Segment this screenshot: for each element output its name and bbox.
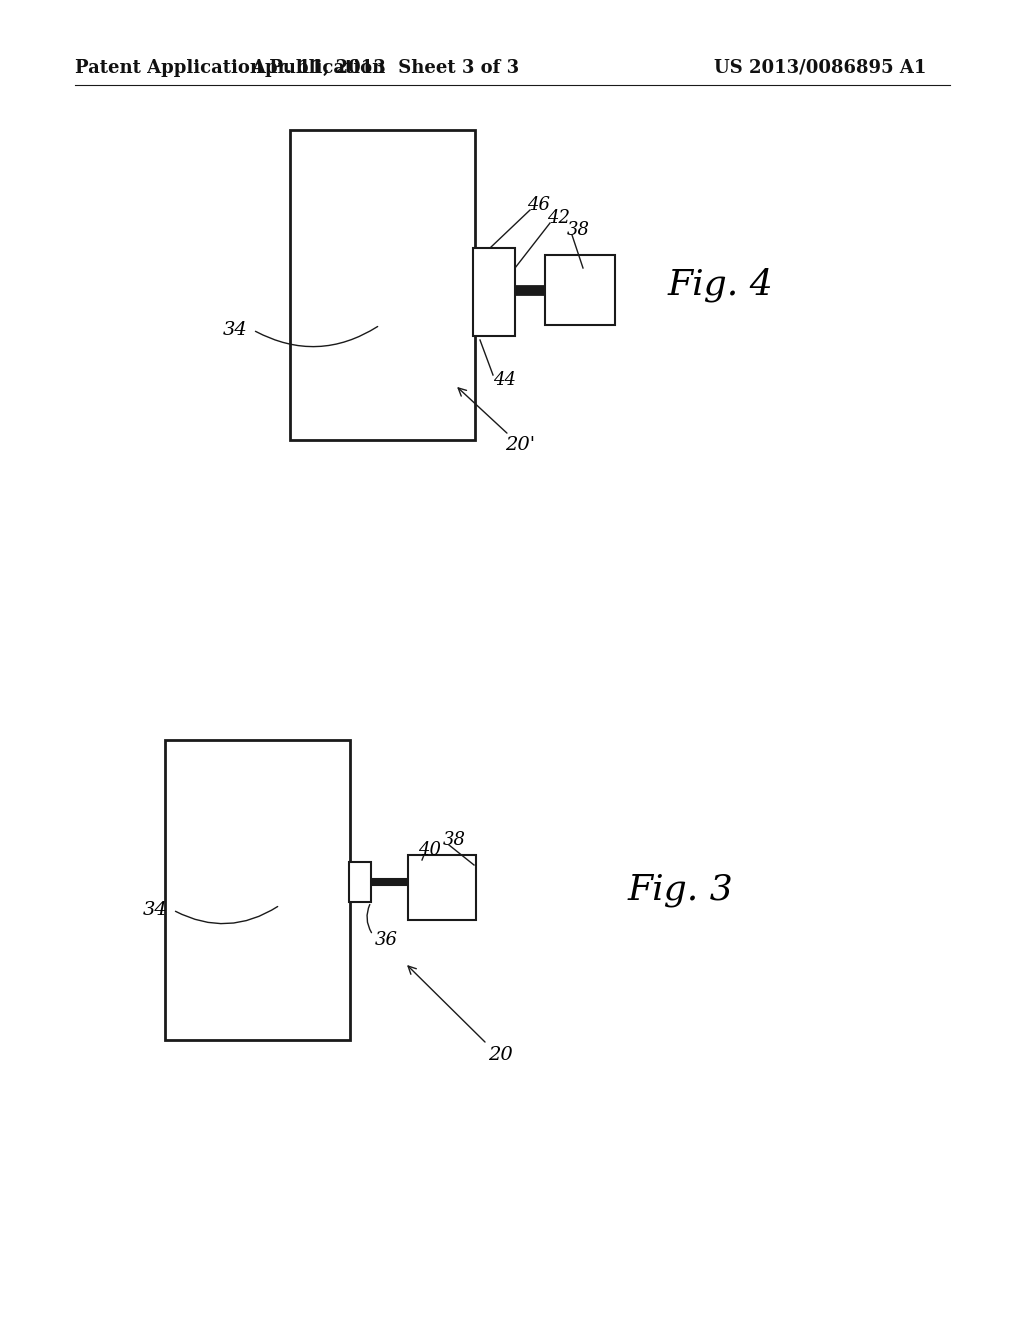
Bar (165, 741, 350, 1040)
Text: 46: 46 (527, 195, 550, 214)
Text: Patent Application Publication: Patent Application Publication (75, 59, 385, 77)
Text: 20': 20' (505, 436, 536, 454)
Bar (408, 855, 476, 920)
Text: 42: 42 (547, 209, 570, 227)
Bar (545, 255, 615, 325)
Text: 44: 44 (493, 371, 516, 389)
Text: 38: 38 (567, 220, 590, 239)
Text: 34: 34 (222, 321, 248, 339)
Text: Fig. 3: Fig. 3 (627, 873, 733, 907)
Text: Fig. 4: Fig. 4 (667, 268, 773, 302)
Bar (290, 129, 475, 440)
Bar (349, 862, 371, 902)
Text: US 2013/0086895 A1: US 2013/0086895 A1 (714, 59, 926, 77)
Text: 34: 34 (142, 902, 167, 919)
Text: 40: 40 (418, 841, 441, 859)
Bar (473, 248, 515, 337)
Text: 20: 20 (487, 1045, 512, 1064)
Text: 36: 36 (375, 931, 398, 949)
Text: 38: 38 (443, 832, 466, 849)
Text: Apr. 11, 2013  Sheet 3 of 3: Apr. 11, 2013 Sheet 3 of 3 (251, 59, 519, 77)
